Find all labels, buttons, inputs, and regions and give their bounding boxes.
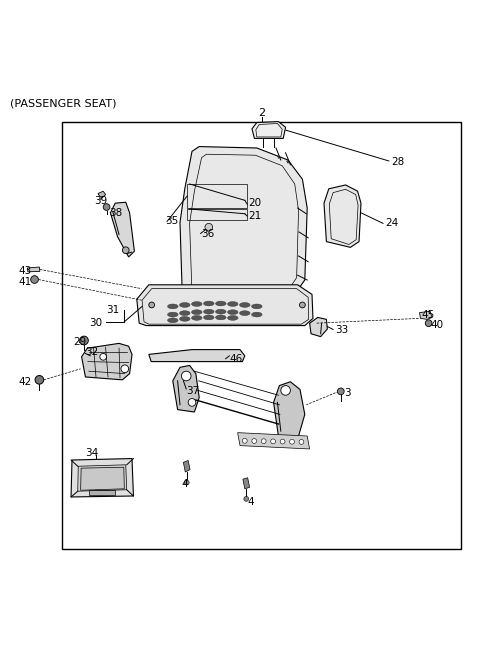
Polygon shape: [78, 465, 127, 491]
Ellipse shape: [168, 304, 178, 309]
Text: 34: 34: [85, 448, 99, 458]
Ellipse shape: [192, 302, 202, 306]
Text: 4: 4: [182, 479, 189, 489]
Polygon shape: [89, 490, 115, 495]
Text: (PASSENGER SEAT): (PASSENGER SEAT): [10, 98, 116, 108]
Polygon shape: [274, 382, 305, 440]
Polygon shape: [82, 343, 132, 380]
Circle shape: [121, 365, 129, 373]
Ellipse shape: [204, 315, 214, 320]
Text: 46: 46: [229, 354, 243, 364]
Ellipse shape: [240, 302, 250, 308]
Circle shape: [184, 480, 189, 485]
Ellipse shape: [192, 310, 202, 315]
Polygon shape: [137, 285, 313, 325]
Circle shape: [281, 386, 290, 395]
Circle shape: [299, 440, 304, 444]
Circle shape: [149, 302, 155, 308]
Circle shape: [261, 439, 266, 443]
Text: 20: 20: [249, 198, 262, 208]
Circle shape: [337, 388, 344, 395]
Text: 29: 29: [73, 337, 86, 348]
Text: 33: 33: [335, 325, 348, 335]
Polygon shape: [277, 156, 280, 159]
Ellipse shape: [228, 316, 238, 320]
Text: 32: 32: [85, 347, 99, 357]
Text: 43: 43: [18, 266, 32, 276]
Circle shape: [181, 371, 191, 380]
Circle shape: [289, 440, 294, 444]
Bar: [62, 121, 461, 549]
Text: 31: 31: [106, 305, 120, 316]
Text: 2: 2: [258, 108, 265, 118]
Ellipse shape: [204, 301, 214, 306]
Polygon shape: [180, 146, 307, 299]
Text: 37: 37: [186, 386, 200, 396]
Text: 4: 4: [248, 497, 254, 506]
Circle shape: [35, 375, 44, 384]
Polygon shape: [252, 121, 286, 138]
Text: 40: 40: [431, 319, 444, 329]
Ellipse shape: [216, 301, 226, 306]
Circle shape: [188, 399, 196, 406]
Circle shape: [205, 223, 213, 231]
Ellipse shape: [180, 302, 190, 308]
Ellipse shape: [180, 316, 190, 321]
Text: 3: 3: [345, 388, 351, 398]
Ellipse shape: [216, 309, 226, 314]
Circle shape: [271, 439, 276, 443]
Polygon shape: [310, 318, 327, 337]
Polygon shape: [420, 311, 432, 319]
Text: 38: 38: [109, 208, 123, 218]
Text: 45: 45: [421, 310, 435, 319]
Ellipse shape: [192, 316, 202, 320]
Text: 28: 28: [391, 157, 405, 167]
Ellipse shape: [252, 312, 262, 317]
Circle shape: [244, 497, 249, 501]
Polygon shape: [173, 365, 199, 412]
Circle shape: [242, 438, 247, 443]
Text: 41: 41: [18, 277, 32, 287]
Ellipse shape: [228, 310, 238, 315]
Ellipse shape: [168, 318, 178, 323]
Circle shape: [122, 247, 129, 254]
Ellipse shape: [228, 302, 238, 306]
Circle shape: [425, 320, 432, 327]
Text: 21: 21: [249, 211, 262, 221]
Circle shape: [300, 302, 305, 308]
Text: 24: 24: [385, 218, 398, 228]
Polygon shape: [238, 433, 310, 449]
Polygon shape: [324, 185, 361, 247]
Text: 42: 42: [18, 377, 32, 387]
Polygon shape: [27, 267, 40, 272]
Ellipse shape: [168, 312, 178, 317]
Polygon shape: [149, 350, 245, 361]
Circle shape: [80, 336, 88, 345]
Circle shape: [252, 439, 257, 443]
Circle shape: [100, 354, 107, 360]
Ellipse shape: [216, 315, 226, 320]
Ellipse shape: [204, 309, 214, 314]
Polygon shape: [98, 191, 106, 197]
Text: 30: 30: [89, 318, 102, 328]
Text: 39: 39: [95, 195, 108, 206]
Polygon shape: [183, 461, 190, 472]
Circle shape: [31, 276, 38, 283]
Polygon shape: [71, 459, 133, 497]
Ellipse shape: [180, 311, 190, 316]
Polygon shape: [243, 478, 250, 489]
Text: 35: 35: [166, 216, 179, 226]
Polygon shape: [81, 467, 124, 490]
Polygon shape: [287, 161, 289, 163]
Polygon shape: [110, 202, 134, 257]
Circle shape: [103, 203, 110, 211]
Text: 36: 36: [202, 230, 215, 239]
Circle shape: [280, 439, 285, 444]
Ellipse shape: [240, 311, 250, 316]
Ellipse shape: [252, 304, 262, 309]
